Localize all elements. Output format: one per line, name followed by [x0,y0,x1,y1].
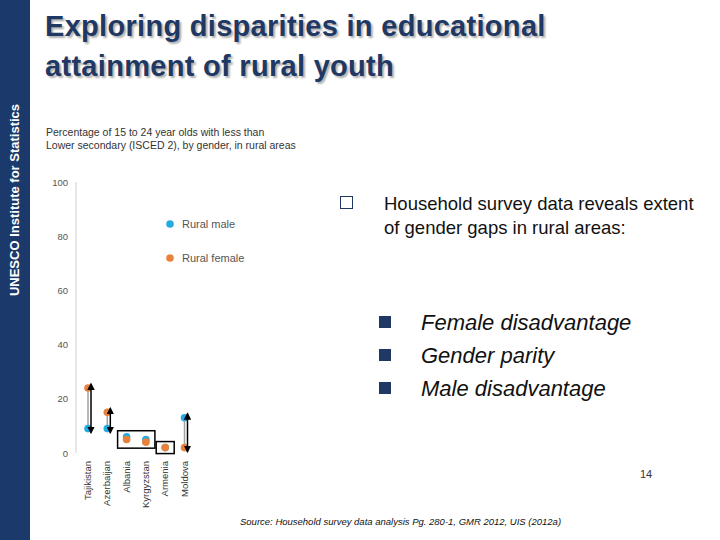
y-tick-label: 40 [57,339,68,350]
gap-line [87,388,89,429]
bullet-text: Household survey data reveals extent of … [384,192,704,240]
y-tick-label: 20 [57,393,68,404]
x-tick-label: Azerbaijan [101,461,112,506]
x-tick-label: Moldova [179,460,190,497]
legend-label: Rural female [182,252,244,264]
x-tick-label: Armenia [159,460,170,496]
y-tick-label: 100 [52,177,68,188]
dot [161,444,169,452]
sub-bullet-marker [379,349,391,361]
parity-box [118,431,155,448]
y-tick-label: 80 [57,231,68,242]
y-tick-label: 60 [57,285,68,296]
gap-arrow [110,408,112,432]
annotations [91,384,188,454]
dot [161,444,169,452]
dot [142,438,150,446]
legend-label: Rural male [182,218,235,230]
sub-bullet-text: Female disadvantage [421,310,631,336]
chart: 0 20 40 60 80 100 Tajikistan Azerbaijan Albania K… [0,0,720,540]
parity-box [156,442,174,454]
chart-title-line: Percentage of 15 to 24 year olds with le… [46,126,264,138]
sub-bullet-text: Gender parity [421,343,554,369]
x-tick-label: Tajikistan [82,461,93,500]
x-tick-label: Kyrgyzstan [140,461,151,508]
sub-bullet-marker [379,316,391,328]
legend-marker [166,220,174,228]
y-axis [76,182,77,453]
title-line: attainment of rural youth [45,50,394,83]
gap-arrow [187,414,189,452]
x-tick-label: Albania [121,460,132,492]
gap-arrow [90,384,92,433]
source: Source: Household survey data analysis P… [240,516,561,527]
gap-line [184,418,186,448]
bullet-box [340,196,353,209]
title-line: Exploring disparities in educational [45,10,546,43]
dot [123,436,131,444]
sidebar-text: UNESCO Institute for Statistics [6,40,24,360]
sub-bullet-text: Male disadvantage [421,376,606,402]
page-number: 14 [640,468,652,480]
chart-title-line: Lower secondary (ISCED 2), by gender, in… [46,139,296,151]
sub-bullet-marker [379,382,391,394]
y-tick-label: 0 [63,448,68,459]
legend-marker [166,254,174,262]
